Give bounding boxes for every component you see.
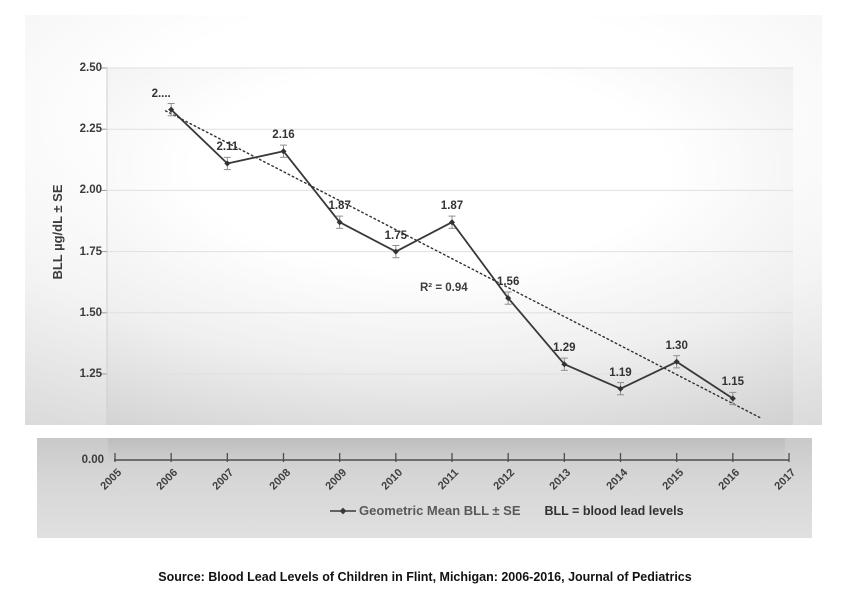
source-caption: Source: Blood Lead Levels of Children in… — [158, 570, 692, 584]
data-point-label: 1.56 — [496, 276, 520, 289]
chart-plot-block — [25, 15, 822, 425]
y-tick-label: 2.00 — [79, 184, 102, 197]
trendline-r2-label: R² = 0.94 — [420, 282, 468, 294]
data-point-label: 1.30 — [665, 339, 688, 352]
y-tick-label: 1.50 — [79, 306, 102, 319]
y-axis-zero-label: 0.00 — [81, 454, 104, 466]
y-tick-label: 1.25 — [79, 368, 102, 380]
data-point-label: 1.87 — [440, 200, 464, 213]
legend-line-marker-icon — [329, 506, 357, 516]
legend-series-label: Geometric Mean BLL ± SE — [359, 503, 521, 518]
legend: Geometric Mean BLL ± SE BLL = blood lead… — [329, 503, 684, 518]
y-tick-label: 2.25 — [79, 123, 102, 136]
data-point-label: 2.... — [151, 87, 171, 100]
y-axis-title: BLL µg/dL ± SE — [50, 184, 65, 280]
data-point-label: 1.75 — [384, 229, 408, 242]
data-point-label: 1.19 — [609, 366, 632, 379]
plot-area — [107, 68, 793, 425]
data-point-label: 1.15 — [721, 376, 745, 389]
y-tick-label: 1.75 — [79, 245, 102, 258]
data-point-label: 2.16 — [272, 129, 295, 142]
data-point-label: 2.11 — [216, 141, 239, 154]
x-axis-strip — [37, 438, 812, 538]
x-axis-inner-band — [108, 438, 785, 460]
data-point-label: 1.29 — [553, 342, 576, 355]
legend-note-label: BLL = blood lead levels — [544, 503, 684, 518]
data-point-label: 1.87 — [328, 200, 351, 213]
y-tick-label: 2.50 — [79, 62, 102, 74]
